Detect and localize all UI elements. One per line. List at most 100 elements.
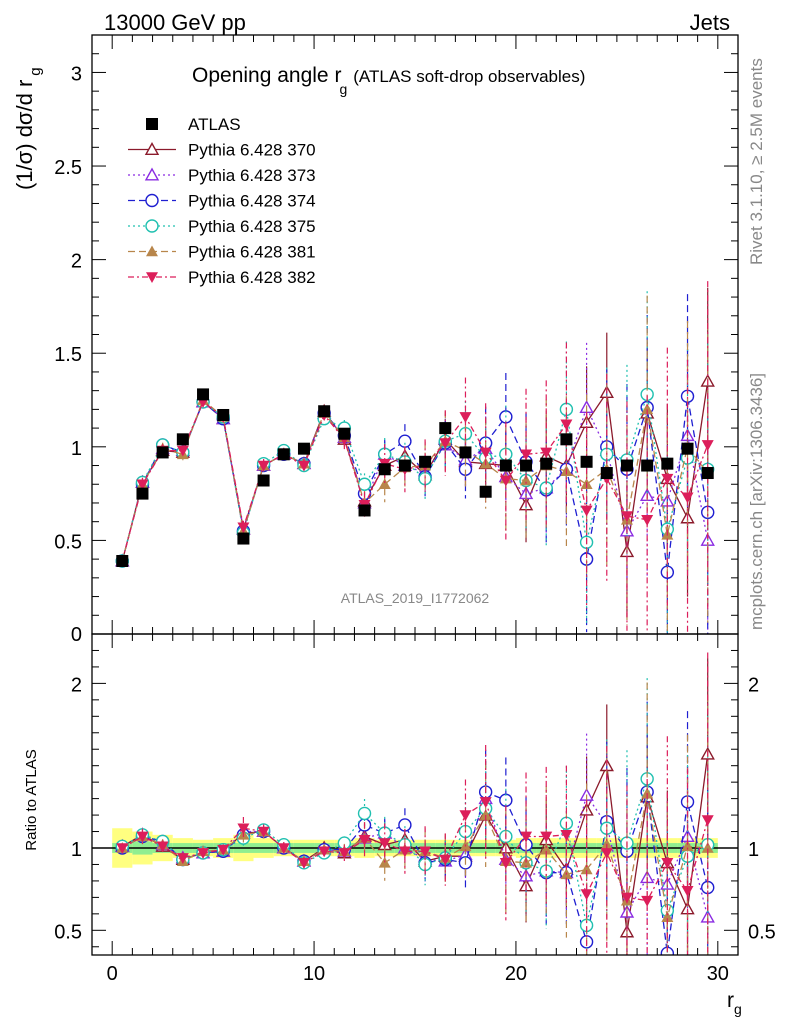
y-tick-label-zero: 0 [71, 624, 82, 646]
plot-title-main: Opening angle r [192, 64, 341, 87]
marker-square [580, 455, 593, 468]
marker-square [116, 554, 129, 567]
marker-triangle [681, 840, 694, 852]
marker-inv-triangle [277, 843, 290, 854]
series-line [121, 400, 709, 562]
legend-item: Pythia 6.428 373 [128, 166, 316, 185]
x-axis-label-sub: g [734, 1001, 742, 1017]
marker-inv-triangle [297, 858, 310, 869]
marker-square [540, 457, 553, 470]
series-line [121, 778, 709, 926]
marker-inv-triangle [479, 447, 492, 459]
y-tick-label: 2 [71, 251, 82, 273]
marker-square [661, 457, 674, 470]
series-main-2 [115, 294, 715, 634]
marker-square [600, 467, 613, 480]
marker-triangle [479, 809, 492, 820]
marker-square [176, 433, 189, 446]
marker-inv-triangle [197, 848, 210, 859]
series-line [121, 396, 709, 573]
marker-triangle [641, 403, 654, 415]
marker-inv-triangle [479, 797, 492, 808]
marker-open-triangle [144, 142, 160, 156]
y-tick-label: 3 [71, 63, 82, 85]
ratio-y-tick-label-left: 0.5 [54, 921, 82, 943]
marker-inv-triangle [459, 412, 472, 423]
legend-label: Pythia 6.428 381 [188, 243, 316, 262]
marker-inv-triangle [419, 846, 432, 858]
marker-inv-triangle [520, 449, 533, 461]
marker-inv-triangle [136, 479, 149, 491]
marker-inv-triangle [580, 505, 593, 517]
marker-inv-triangle [701, 440, 714, 451]
series-line [121, 394, 709, 562]
marker-inv-triangle [237, 522, 250, 534]
legend-item: Pythia 6.428 370 [128, 141, 316, 160]
marker-square [681, 442, 694, 455]
marker-square [620, 459, 633, 472]
marker-triangle [661, 911, 674, 922]
marker-inv-triangle [600, 848, 613, 859]
marker-inv-triangle [136, 831, 149, 843]
marker-inv-triangle [217, 844, 230, 856]
marker-inv-triangle [257, 460, 270, 472]
marker-inv-triangle [378, 838, 391, 850]
marker-inv-triangle [540, 447, 553, 459]
series-line [121, 400, 709, 562]
legend-label: Pythia 6.428 374 [188, 192, 316, 211]
plot-title: Opening angle r g (ATLAS soft-drop observa… [192, 64, 585, 97]
legend-item: Pythia 6.428 375 [128, 217, 316, 236]
marker-triangle [701, 842, 714, 853]
y-tick-label: 1.5 [54, 344, 82, 366]
marker-open-circle [145, 219, 159, 233]
marker-square [277, 448, 290, 461]
marker-square [499, 459, 512, 472]
plot-title-sub: g [339, 81, 347, 97]
series-line [121, 381, 709, 562]
marker-triangle [580, 863, 593, 875]
x-tick-label: 30 [707, 963, 729, 985]
series-ratio-0 [115, 658, 715, 955]
marker-inv-triangle [116, 843, 129, 854]
marker-open-circle [357, 806, 372, 821]
ratio-y-tick-label-left: 2 [71, 674, 82, 696]
marker-square [217, 408, 230, 421]
marker-open-circle [145, 193, 159, 208]
ratio-series [115, 652, 715, 955]
marker-open-circle [398, 434, 412, 448]
marker-square [479, 485, 492, 498]
y-tick-label: 1 [71, 438, 82, 460]
series-ratio-1 [115, 733, 715, 955]
marker-square [257, 474, 270, 487]
series-ratio-5 [116, 652, 714, 955]
marker-square [378, 463, 391, 476]
marker-square [560, 433, 573, 446]
marker-inv-triangle [560, 830, 573, 841]
marker-inv-triangle [701, 815, 714, 827]
legend-item: Pythia 6.428 374 [128, 192, 316, 211]
marker-square [419, 455, 432, 468]
marker-square [156, 446, 169, 459]
legend-item: Pythia 6.428 381 [128, 243, 316, 262]
y-axis-label-main: (1/σ) dσ/d r [12, 80, 37, 190]
legend-item: ATLAS [146, 115, 241, 134]
x-tick-label: 0 [107, 963, 118, 985]
marker-triangle [540, 843, 553, 855]
series-ratio-2 [115, 701, 715, 955]
marker-inv-triangle [681, 886, 694, 897]
marker-inv-triangle [146, 272, 158, 283]
marker-inv-triangle [297, 460, 310, 472]
ratio-y-tick-label-right: 1 [748, 839, 759, 861]
marker-triangle [520, 474, 533, 486]
marker-inv-triangle [257, 826, 270, 838]
ratio-y-tick-label-right: 0.5 [748, 921, 776, 943]
y-tick-label: 2.5 [54, 157, 82, 179]
ratio-y-axis-label: Ratio to ATLAS [23, 749, 40, 850]
header-left: 13000 GeV pp [104, 10, 246, 35]
marker-square [197, 388, 210, 401]
marker-square [439, 422, 452, 435]
marker-open-circle [357, 477, 372, 491]
